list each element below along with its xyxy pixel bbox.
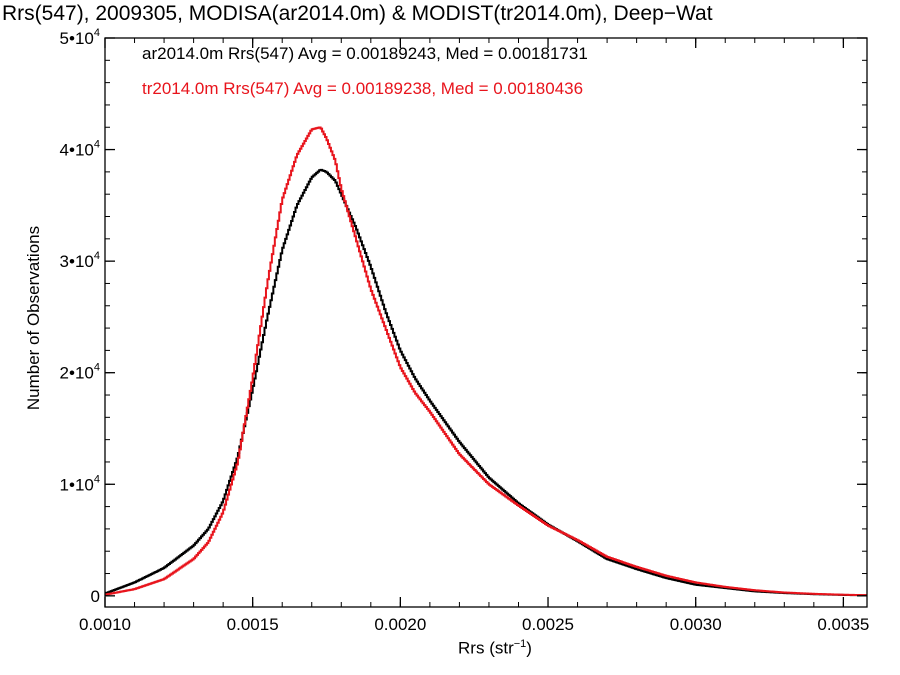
chart-title: Rrs(547), 2009305, MODISA(ar2014.0m) & M… bbox=[2, 2, 713, 25]
y-tick-label-2: 2•104 bbox=[60, 362, 100, 383]
x-tick-label-2: 0.0020 bbox=[374, 615, 426, 634]
y-tick-label-5: 5•104 bbox=[60, 27, 100, 48]
y-tick-label-4: 4•104 bbox=[60, 139, 100, 160]
y-tick-label-1: 1•104 bbox=[60, 473, 100, 494]
x-tick-label-5: 0.0035 bbox=[817, 615, 869, 634]
series-line-1 bbox=[105, 126, 867, 597]
x-tick-label-1: 0.0015 bbox=[227, 615, 279, 634]
series-line-0 bbox=[105, 168, 867, 597]
x-axis: 0.0010 0.0015 0.0020 0.0025 0.0030 0.0035 bbox=[79, 38, 869, 634]
y-tick-label-0: 0 bbox=[91, 587, 100, 606]
stat-line-black: ar2014.0m Rrs(547) Avg = 0.00189243, Med… bbox=[142, 44, 588, 63]
x-axis-label: Rrs (str−1) bbox=[0, 638, 900, 659]
series-layer bbox=[105, 126, 867, 597]
x-tick-label-3: 0.0025 bbox=[522, 615, 574, 634]
x-axis-label-exponent: −1 bbox=[513, 638, 527, 650]
x-axis-label-end: ) bbox=[526, 638, 532, 658]
y-tick-label-3: 3•104 bbox=[60, 250, 100, 271]
stat-line-red: tr2014.0m Rrs(547) Avg = 0.00189238, Med… bbox=[142, 79, 584, 98]
x-axis-label-text: Rrs (str bbox=[458, 638, 514, 658]
x-tick-label-4: 0.0030 bbox=[670, 615, 722, 634]
y-axis: 0 1•104 2•104 3•104 4•104 5•104 bbox=[60, 27, 867, 606]
plot-frame bbox=[104, 37, 868, 608]
y-axis-label: Number of Observations bbox=[24, 225, 43, 411]
x-tick-label-0: 0.0010 bbox=[79, 615, 131, 634]
